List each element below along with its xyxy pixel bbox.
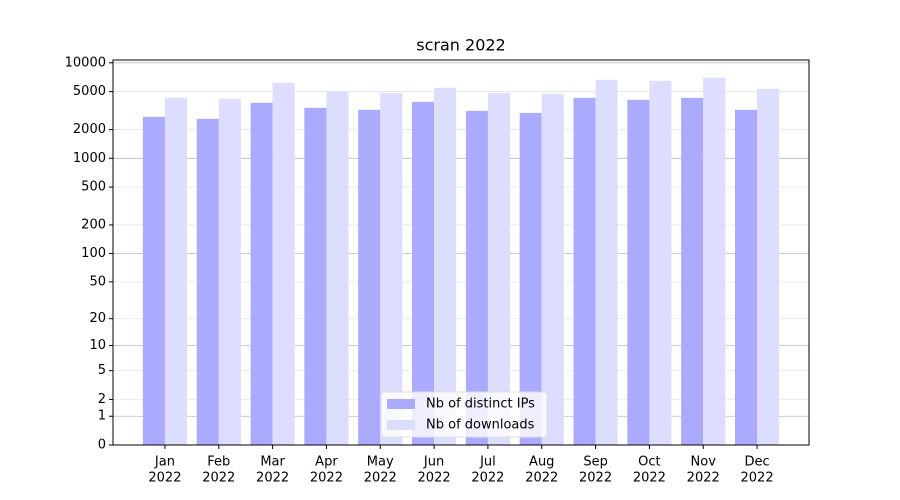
legend-label: Nb of downloads — [426, 418, 535, 433]
x-tick-label: Apr — [315, 455, 338, 470]
x-tick-label: Feb — [207, 455, 230, 470]
x-tick-label: Nov — [691, 455, 717, 470]
bar — [358, 109, 381, 445]
y-tick-label: 200 — [81, 217, 106, 232]
bar — [250, 102, 273, 445]
bar — [541, 93, 564, 446]
x-tick-label: 2022 — [418, 471, 451, 486]
bar — [412, 101, 435, 445]
y-tick-label: 0 — [98, 438, 106, 453]
bar — [595, 79, 618, 445]
x-tick-label: 2022 — [364, 471, 397, 486]
bar — [757, 88, 780, 445]
chart-title: scran 2022 — [416, 36, 505, 55]
bar — [164, 97, 188, 445]
x-tick-label: 2022 — [579, 471, 612, 486]
bar — [734, 109, 758, 445]
bar — [326, 91, 349, 446]
bar — [272, 82, 295, 446]
x-tick-label: Mar — [260, 455, 285, 470]
x-tick-label: 2022 — [148, 471, 181, 486]
bar — [218, 98, 241, 446]
y-tick-label: 2 — [98, 392, 106, 407]
bar — [703, 77, 726, 445]
x-tick-label: 2022 — [310, 471, 343, 486]
y-tick-label: 5000 — [73, 84, 106, 99]
x-tick-label: 2022 — [633, 471, 666, 486]
x-tick-label: 2022 — [687, 471, 720, 486]
x-tick-label: 2022 — [256, 471, 289, 486]
y-tick-label: 1000 — [73, 151, 106, 166]
y-tick-label: 100 — [81, 246, 106, 261]
legend-swatch — [387, 399, 415, 409]
y-tick-label: 5 — [98, 363, 106, 378]
x-tick-label: 2022 — [202, 471, 235, 486]
x-tick-label: Sep — [583, 455, 608, 470]
bar — [434, 87, 457, 446]
y-tick-label: 10 — [89, 338, 106, 353]
bar — [681, 97, 704, 445]
bar — [627, 99, 650, 445]
y-tick-label: 20 — [89, 311, 106, 326]
x-tick-label: Dec — [744, 455, 769, 470]
y-tick-label: 10000 — [65, 55, 106, 70]
y-tick-label: 500 — [81, 180, 106, 195]
bar — [487, 92, 510, 445]
legend-swatch — [387, 420, 415, 430]
x-tick-label: Jun — [423, 455, 444, 470]
x-tick-label: 2022 — [471, 471, 504, 486]
x-tick-label: 2022 — [525, 471, 558, 486]
bar — [465, 110, 488, 445]
x-tick-label: Aug — [529, 455, 554, 470]
bar — [304, 107, 327, 445]
x-tick-label: Oct — [638, 455, 660, 470]
bar — [380, 92, 403, 445]
bar — [649, 80, 672, 446]
legend-box — [380, 391, 548, 438]
bar — [142, 116, 165, 446]
y-tick-label: 2000 — [73, 122, 106, 137]
x-tick-label: Jan — [154, 455, 175, 470]
y-tick-label: 1 — [98, 409, 106, 424]
plot-frame — [112, 59, 810, 446]
x-tick-label: May — [367, 455, 394, 470]
x-tick-label: Jul — [479, 455, 496, 470]
bar — [519, 112, 542, 445]
x-tick-label: 2022 — [741, 471, 774, 486]
y-tick-label: 50 — [89, 274, 106, 289]
legend-label: Nb of distinct IPs — [426, 397, 535, 412]
bar — [573, 97, 596, 445]
bar — [196, 118, 219, 445]
